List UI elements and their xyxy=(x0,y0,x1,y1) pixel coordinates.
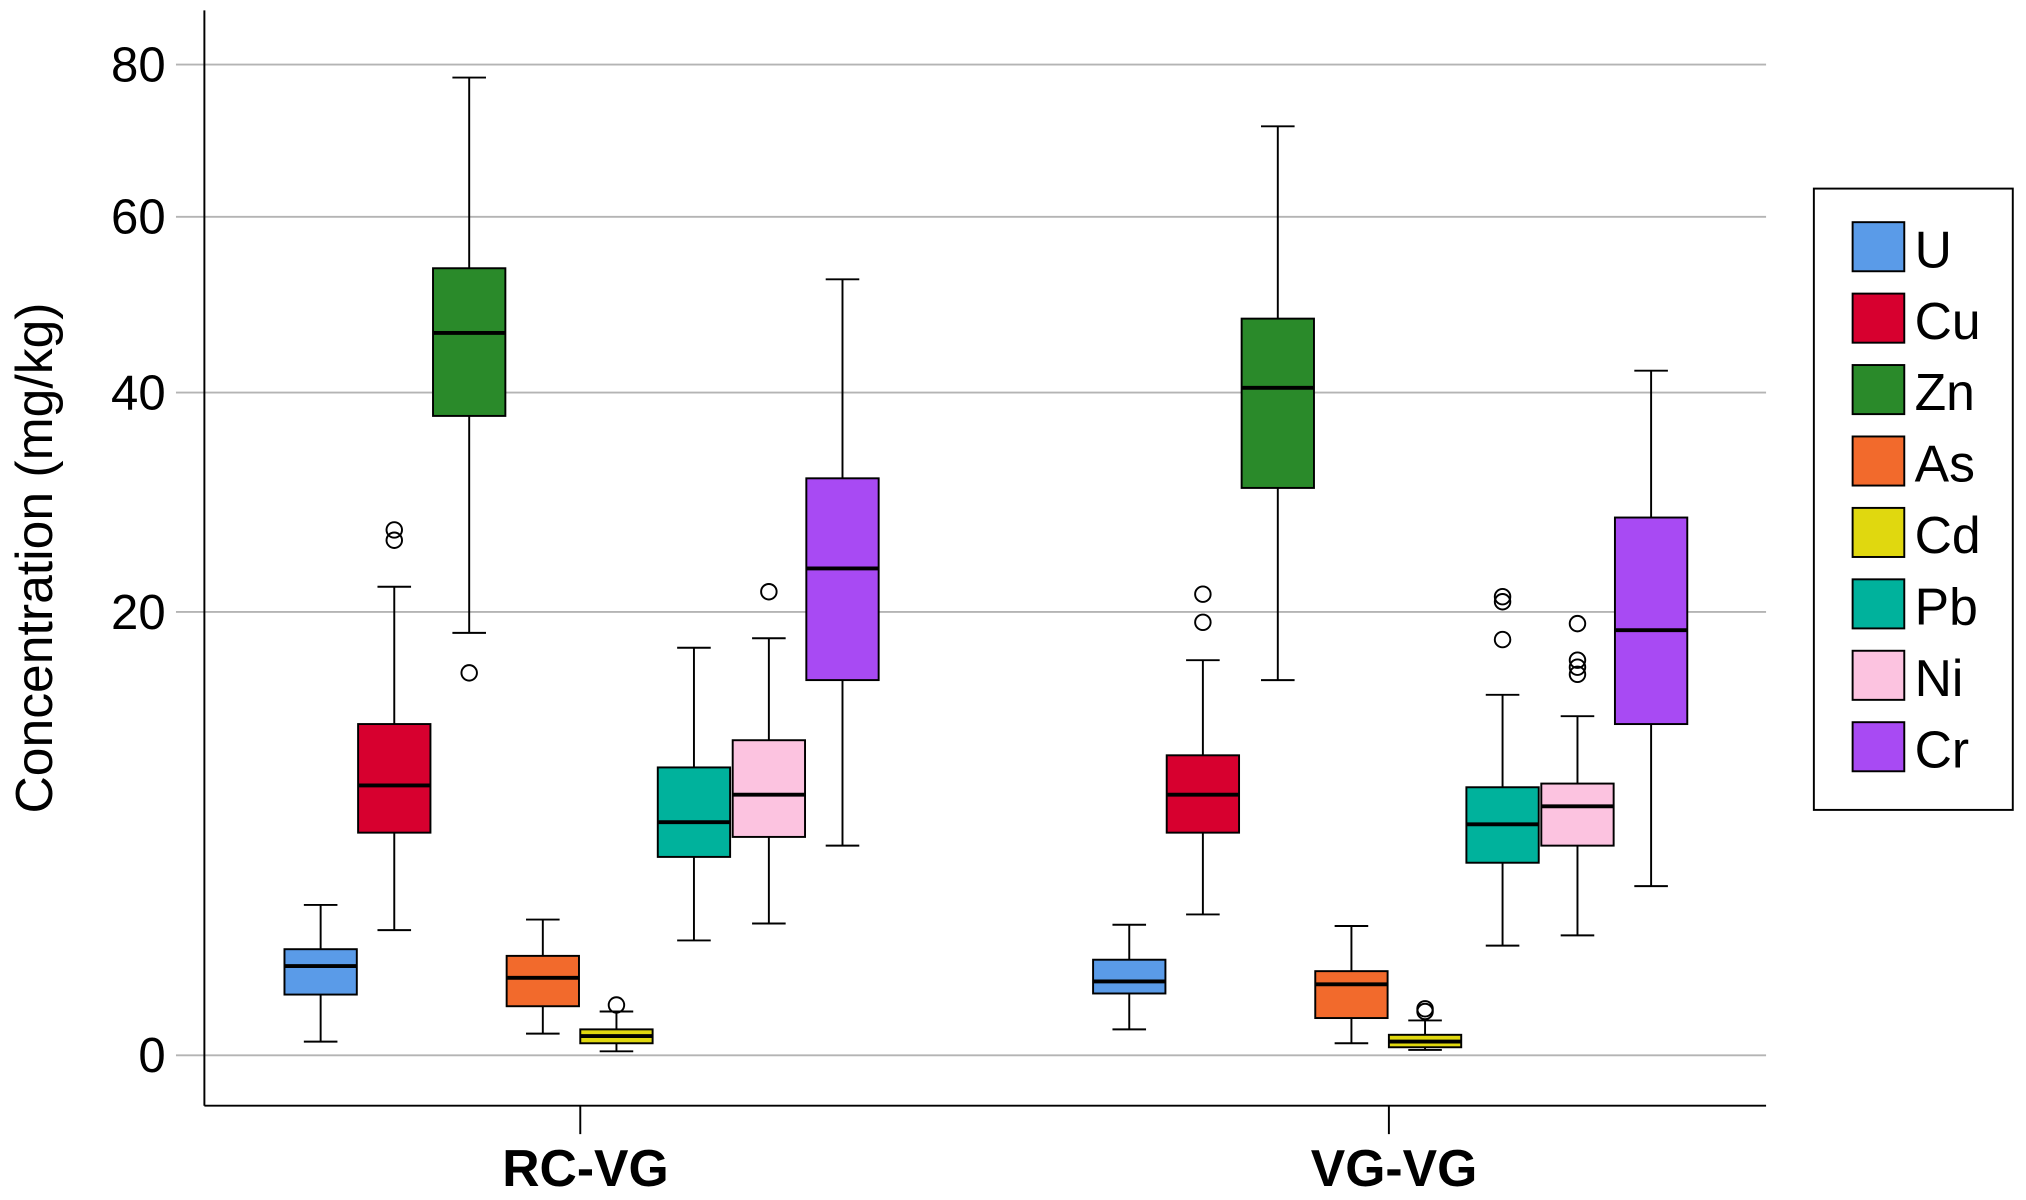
box-zn-vg-vg xyxy=(1240,125,1315,682)
legend-label: Ni xyxy=(1915,649,1964,707)
legend-label: U xyxy=(1915,220,1952,278)
legend-item-as: As xyxy=(1851,435,1975,493)
box-cu-vg-vg xyxy=(1165,585,1241,916)
box-cr-rc-vg xyxy=(805,278,880,847)
outlier-point xyxy=(460,664,478,682)
iqr-box xyxy=(505,954,580,1008)
outlier-point xyxy=(1568,614,1587,633)
legend-item-cu: Cu xyxy=(1851,292,1981,350)
y-tick-label: 60 xyxy=(111,191,166,245)
legend-swatch xyxy=(1851,649,1906,701)
legend-item-u: U xyxy=(1851,220,1952,278)
outlier-point xyxy=(1568,658,1587,676)
box-ni-rc-vg xyxy=(731,583,807,925)
legend-label: Pb xyxy=(1915,578,1978,636)
outlier-point xyxy=(1568,651,1587,669)
box-u-vg-vg xyxy=(1092,923,1167,1031)
y-tick-label: 0 xyxy=(138,1029,165,1083)
legend-item-cr: Cr xyxy=(1851,720,1970,778)
outlier-point xyxy=(607,996,626,1014)
iqr-box xyxy=(1540,782,1615,847)
legend-swatch xyxy=(1851,721,1906,773)
outlier-point xyxy=(385,521,403,539)
legend-swatch xyxy=(1851,435,1906,487)
x-category-label: VG-VG xyxy=(1311,1139,1477,1197)
y-axis-label: Concentration (mg/kg) xyxy=(5,302,63,813)
box-pb-vg-vg xyxy=(1465,587,1540,947)
x-category-label: RC-VG xyxy=(502,1139,668,1197)
iqr-box xyxy=(1314,970,1389,1020)
box-u-rc-vg xyxy=(283,903,358,1043)
box-cd-vg-vg xyxy=(1387,1000,1463,1051)
box-cu-rc-vg xyxy=(357,521,432,932)
outlier-point xyxy=(1493,630,1512,649)
iqr-box xyxy=(805,477,880,682)
legend: U Cu Zn As Cd Pb Ni Cr xyxy=(1812,187,2014,811)
boxes xyxy=(283,76,1689,1053)
box-pb-rc-vg xyxy=(656,646,732,942)
iqr-box xyxy=(1092,958,1167,995)
legend-item-pb: Pb xyxy=(1851,578,1978,636)
legend-swatch xyxy=(1851,292,1906,344)
iqr-box xyxy=(656,766,732,858)
box-as-rc-vg xyxy=(505,918,580,1035)
iqr-box xyxy=(1613,516,1689,726)
y-tick-label: 40 xyxy=(111,366,166,420)
legend-label: Cr xyxy=(1915,720,1970,778)
x-axis-categories: RC-VG VG-VG xyxy=(502,1105,1477,1197)
box-as-vg-vg xyxy=(1314,925,1389,1045)
iqr-box xyxy=(432,267,507,417)
box-ni-vg-vg xyxy=(1540,614,1615,937)
legend-label: Zn xyxy=(1915,363,1975,421)
legend-frame xyxy=(1812,187,2014,811)
legend-item-cd: Cd xyxy=(1851,506,1981,564)
y-tick-label: 80 xyxy=(111,38,166,92)
legend-label: Cd xyxy=(1915,506,1981,564)
legend-item-ni: Ni xyxy=(1851,649,1964,707)
legend-swatch xyxy=(1851,221,1906,273)
outlier-point xyxy=(385,531,403,549)
y-axis-ticks: 0 20 40 60 80 xyxy=(111,38,166,1083)
legend-label: Cu xyxy=(1915,292,1981,350)
outlier-point xyxy=(760,583,778,601)
outlier-point xyxy=(1194,613,1212,632)
box-zn-rc-vg xyxy=(432,76,507,682)
outlier-point xyxy=(1493,593,1512,611)
outlier-point xyxy=(1194,585,1212,603)
legend-swatch xyxy=(1851,506,1906,558)
legend-swatch xyxy=(1851,364,1906,416)
gridlines xyxy=(175,63,1767,1057)
y-tick-label: 20 xyxy=(111,586,166,640)
legend-swatch xyxy=(1851,578,1906,630)
iqr-box xyxy=(357,723,432,834)
legend-item-zn: Zn xyxy=(1851,363,1975,421)
box-cr-vg-vg xyxy=(1613,369,1689,888)
iqr-box xyxy=(283,948,358,996)
outlier-point xyxy=(1568,665,1587,684)
iqr-box xyxy=(731,739,807,838)
legend-label: As xyxy=(1915,435,1975,493)
outlier-point xyxy=(1493,587,1512,606)
box-cd-rc-vg xyxy=(579,996,654,1053)
iqr-box xyxy=(1240,317,1315,489)
outlier-point xyxy=(1416,1000,1434,1018)
